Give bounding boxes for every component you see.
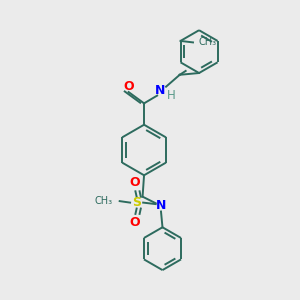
Text: N: N: [155, 84, 165, 97]
Text: N: N: [156, 199, 166, 212]
Text: S: S: [132, 196, 141, 209]
Text: O: O: [123, 80, 134, 93]
Text: O: O: [129, 216, 140, 229]
Text: CH₃: CH₃: [198, 38, 217, 47]
Text: O: O: [129, 176, 140, 190]
Text: H: H: [167, 89, 175, 102]
Text: CH₃: CH₃: [94, 196, 112, 206]
